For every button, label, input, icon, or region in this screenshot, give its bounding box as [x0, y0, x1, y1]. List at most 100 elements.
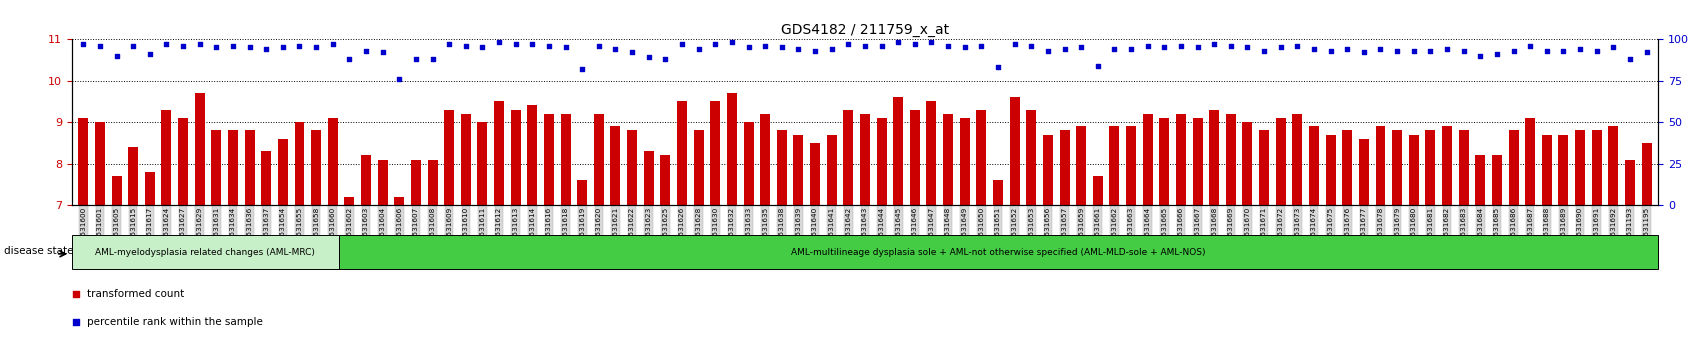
Bar — [428, 160, 436, 205]
Point — [834, 41, 861, 47]
Bar — [1142, 114, 1153, 205]
Bar — [776, 130, 786, 205]
Bar — [377, 160, 387, 205]
Bar — [1625, 160, 1633, 205]
Point — [1449, 48, 1477, 53]
Point — [87, 43, 114, 48]
Point — [1267, 44, 1294, 50]
Bar — [1441, 126, 1451, 205]
Bar — [576, 181, 587, 205]
Point — [900, 41, 928, 47]
Point — [1183, 44, 1211, 50]
Bar — [1093, 176, 1101, 205]
Bar — [78, 118, 89, 205]
Bar — [310, 130, 321, 205]
Bar — [960, 118, 968, 205]
Point — [585, 43, 612, 48]
Bar — [443, 110, 454, 205]
Bar — [926, 101, 936, 205]
Point — [967, 43, 994, 48]
Bar — [411, 160, 421, 205]
Text: AML-myelodysplasia related changes (AML-MRC): AML-myelodysplasia related changes (AML-… — [95, 248, 315, 257]
Bar — [527, 105, 537, 205]
Point — [63, 319, 90, 325]
Bar — [876, 118, 887, 205]
Bar — [460, 114, 471, 205]
Bar — [1042, 135, 1052, 205]
Point — [518, 41, 546, 47]
Bar — [394, 197, 404, 205]
Point — [1548, 48, 1575, 53]
Point — [685, 46, 713, 52]
Bar — [992, 181, 1003, 205]
Bar — [361, 155, 370, 205]
Bar — [1059, 130, 1069, 205]
Point — [1083, 63, 1110, 68]
Text: AML-multilineage dysplasia sole + AML-not otherwise specified (AML-MLD-sole + AM: AML-multilineage dysplasia sole + AML-no… — [791, 248, 1205, 257]
Bar — [660, 155, 670, 205]
Point — [568, 66, 595, 72]
Point — [269, 44, 297, 50]
Bar — [339, 235, 1657, 269]
Bar — [194, 93, 205, 205]
Bar — [1325, 135, 1335, 205]
Point — [153, 41, 181, 47]
Bar — [827, 135, 835, 205]
Point — [1166, 43, 1193, 48]
Point — [1582, 48, 1610, 53]
Text: percentile rank within the sample: percentile rank within the sample — [87, 317, 263, 327]
Point — [1533, 48, 1560, 53]
Point — [1001, 41, 1028, 47]
Point — [252, 46, 280, 52]
Bar — [810, 143, 820, 205]
Point — [619, 50, 646, 55]
Bar — [1258, 130, 1269, 205]
Bar — [1308, 126, 1318, 205]
Point — [419, 56, 447, 62]
Point — [1415, 48, 1442, 53]
Bar — [1507, 130, 1517, 205]
Point — [701, 41, 728, 47]
Point — [220, 43, 247, 48]
Point — [801, 48, 829, 53]
Bar — [162, 110, 170, 205]
Point — [883, 39, 910, 45]
Bar — [1391, 130, 1402, 205]
Bar — [743, 122, 754, 205]
Bar — [1108, 126, 1118, 205]
Point — [735, 44, 762, 50]
Bar — [643, 151, 653, 205]
Bar — [261, 151, 271, 205]
Bar — [859, 114, 870, 205]
Point — [1400, 48, 1427, 53]
Point — [1349, 50, 1376, 55]
Point — [385, 76, 413, 82]
Bar — [544, 114, 554, 205]
Bar — [1192, 118, 1202, 205]
Text: disease state: disease state — [3, 246, 73, 256]
Point — [486, 39, 513, 45]
Point — [63, 291, 90, 297]
Point — [1067, 44, 1095, 50]
Bar — [610, 126, 621, 205]
Bar — [1374, 126, 1384, 205]
Point — [984, 64, 1011, 70]
Bar — [694, 130, 702, 205]
Bar — [726, 93, 737, 205]
Bar — [842, 110, 852, 205]
Bar — [72, 235, 339, 269]
Point — [235, 44, 263, 50]
Bar — [709, 101, 720, 205]
Bar — [477, 122, 488, 205]
Bar — [95, 122, 104, 205]
Point — [1482, 51, 1509, 57]
Point — [336, 56, 363, 62]
Bar — [145, 172, 155, 205]
Point — [1282, 43, 1309, 48]
Bar — [1458, 130, 1468, 205]
Bar — [1541, 135, 1552, 205]
Point — [368, 50, 396, 55]
Point — [784, 46, 812, 52]
Bar — [295, 122, 303, 205]
Point — [119, 43, 147, 48]
